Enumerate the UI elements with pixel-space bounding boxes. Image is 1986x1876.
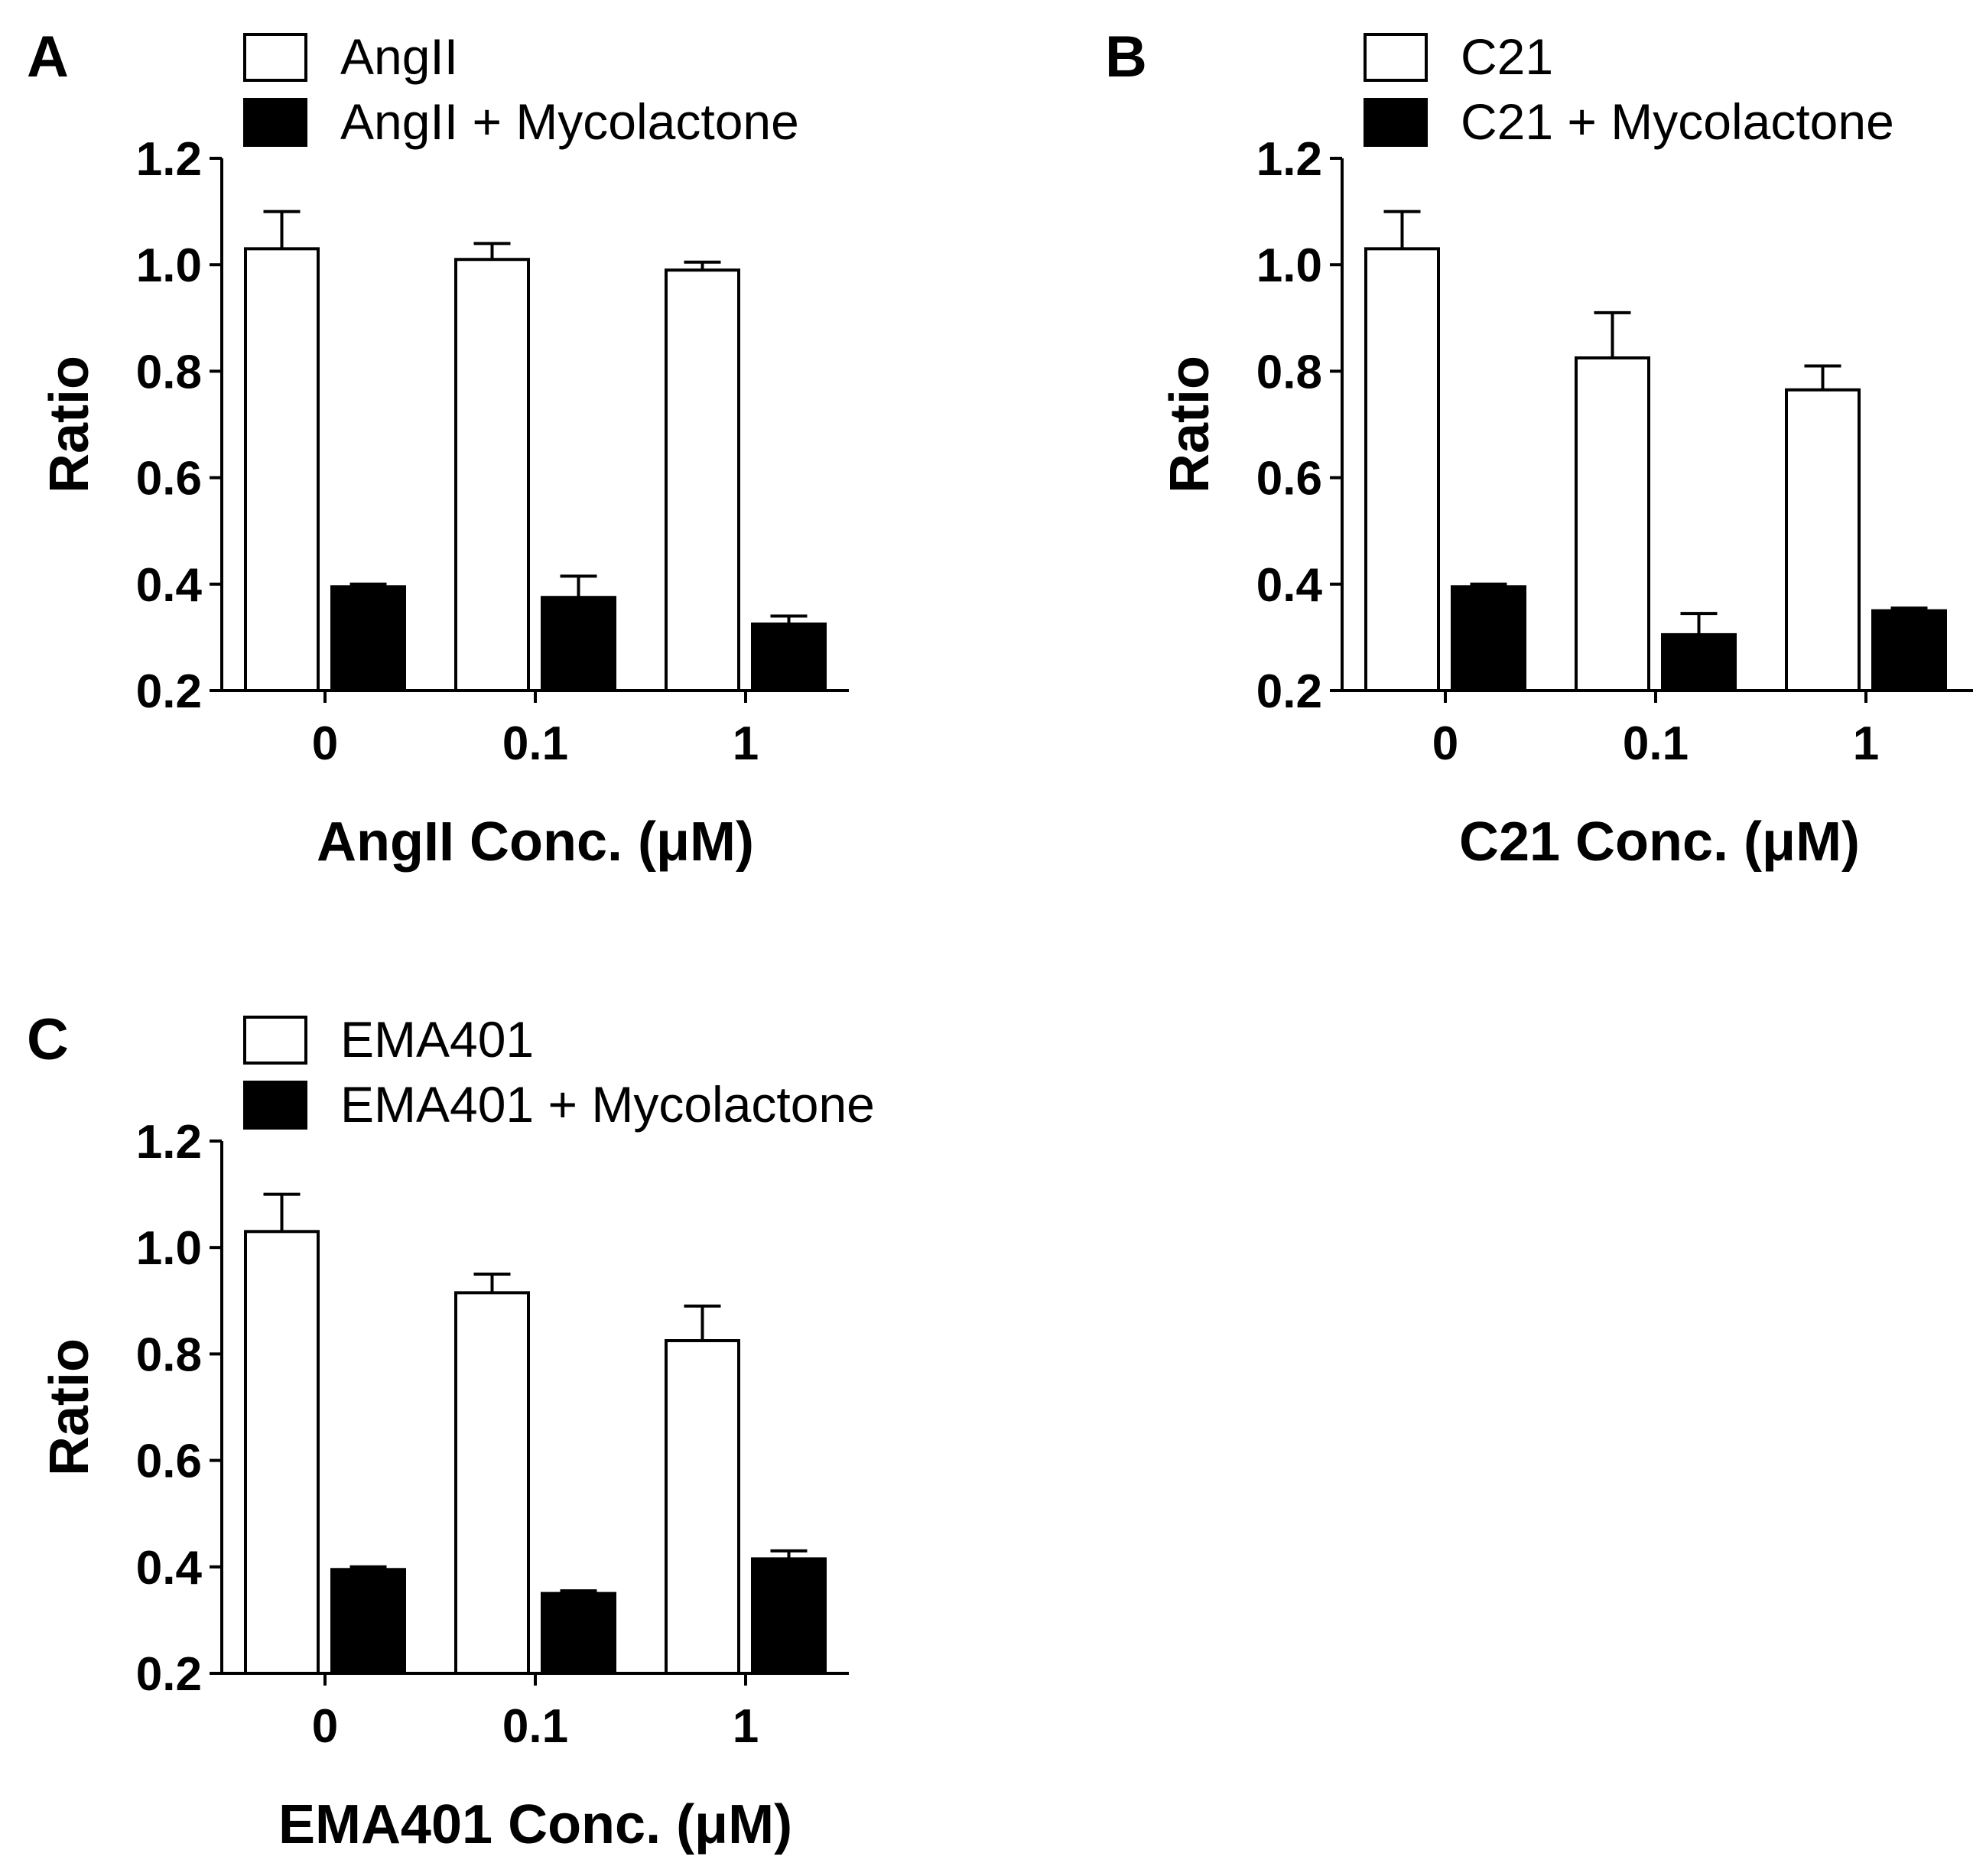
y-tick-label: 0.2 xyxy=(136,1648,202,1701)
x-tick-label: 0 xyxy=(312,1700,338,1753)
chart-panel-b: B 0.2 0.4 0.6 0.8 1.0 1.2 Ratio 0 0.1 1 C21 Conc. (… xyxy=(1105,24,1973,873)
y-tick-label: 0.6 xyxy=(136,453,202,506)
x-tick-label: 1 xyxy=(1853,717,1879,770)
bar-solid-1 xyxy=(751,623,827,692)
bar-solid-1 xyxy=(751,1557,827,1675)
chart-panel-a: A 0.2 0.4 0.6 0.8 1.0 1.2 Ratio 0 0.1 1 AngII Conc.… xyxy=(27,24,849,873)
bar-open-0 xyxy=(1364,247,1440,692)
y-tick-label: 0.8 xyxy=(1256,346,1322,398)
panel-letter: A xyxy=(27,24,69,89)
legend-label: C21 + Mycolactone xyxy=(1461,93,1894,150)
legend-swatch-open xyxy=(243,33,307,82)
legend-label: C21 xyxy=(1461,28,1553,85)
x-tick-label: 0 xyxy=(1432,717,1458,770)
bar-open-0.1 xyxy=(454,1291,530,1675)
bar-solid-0 xyxy=(330,585,406,693)
legend-swatch-solid xyxy=(243,1081,307,1130)
y-tick-label: 0.6 xyxy=(1256,453,1322,506)
y-tick-label: 0.6 xyxy=(136,1435,202,1488)
x-tick-label: 0.1 xyxy=(502,717,568,770)
y-tick-label: 0.8 xyxy=(136,346,202,398)
y-tick-label: 1.0 xyxy=(136,239,202,292)
bar-solid-0.1 xyxy=(541,596,616,693)
y-tick-label: 1.2 xyxy=(1256,133,1322,186)
legend-swatch-solid xyxy=(1364,98,1428,147)
legend-swatch-solid xyxy=(243,98,307,147)
chart-panel-c: C 0.2 0.4 0.6 0.8 1.0 1.2 Ratio 0 0.1 1 EMA401 Conc… xyxy=(27,1007,875,1855)
bar-solid-0.1 xyxy=(541,1592,616,1676)
bar-solid-0 xyxy=(330,1568,406,1676)
bar-solid-0.1 xyxy=(1661,632,1737,692)
y-tick-label: 1.0 xyxy=(136,1222,202,1275)
legend: AngII AngII + Mycolactone xyxy=(243,28,799,150)
legend-label: EMA401 xyxy=(340,1011,534,1068)
y-tick-label: 1.0 xyxy=(1256,239,1322,292)
y-tick-label: 1.2 xyxy=(136,133,202,186)
bar-open-0 xyxy=(244,247,320,692)
x-tick-label: 0 xyxy=(312,717,338,770)
y-axis-title: Ratio xyxy=(1159,356,1221,493)
x-axis-title: EMA401 Conc. (μM) xyxy=(278,1794,792,1855)
bar-open-1 xyxy=(665,1339,740,1675)
bar-solid-1 xyxy=(1871,609,1947,692)
charts-root: A 0.2 0.4 0.6 0.8 1.0 1.2 Ratio 0 0.1 1 AngII Conc.… xyxy=(27,24,1973,1855)
bar-open-0.1 xyxy=(1575,356,1650,692)
legend: C21 C21 + Mycolactone xyxy=(1364,28,1894,150)
y-tick-label: 0.2 xyxy=(136,665,202,718)
y-tick-label: 0.2 xyxy=(1256,665,1322,718)
x-tick-label: 1 xyxy=(733,1700,759,1753)
panel-letter: C xyxy=(27,1007,69,1072)
y-axis-title: Ratio xyxy=(39,356,100,493)
legend-swatch-open xyxy=(1364,33,1428,82)
legend-label: AngII xyxy=(340,28,458,85)
legend-swatch-open xyxy=(243,1016,307,1065)
y-tick-label: 0.4 xyxy=(136,559,203,612)
x-tick-label: 0.1 xyxy=(502,1700,568,1753)
legend-label: AngII + Mycolactone xyxy=(340,93,799,150)
y-tick-label: 0.8 xyxy=(136,1328,202,1381)
x-tick-label: 1 xyxy=(733,717,759,770)
y-tick-label: 0.4 xyxy=(1256,559,1323,612)
bar-open-0 xyxy=(244,1230,320,1675)
x-axis-title: C21 Conc. (μM) xyxy=(1459,811,1860,873)
x-axis-title: AngII Conc. (μM) xyxy=(317,811,754,873)
y-tick-label: 1.2 xyxy=(136,1116,202,1169)
x-tick-label: 0.1 xyxy=(1623,717,1689,770)
legend-label: EMA401 + Mycolactone xyxy=(340,1076,875,1133)
bar-open-1 xyxy=(665,268,740,693)
y-tick-label: 0.4 xyxy=(136,1542,203,1595)
bar-open-1 xyxy=(1785,388,1861,692)
bar-solid-0 xyxy=(1451,585,1526,693)
panel-letter: B xyxy=(1105,24,1147,89)
bar-open-0.1 xyxy=(454,258,530,692)
legend: EMA401 EMA401 + Mycolactone xyxy=(243,1011,875,1133)
y-axis-title: Ratio xyxy=(39,1338,100,1476)
